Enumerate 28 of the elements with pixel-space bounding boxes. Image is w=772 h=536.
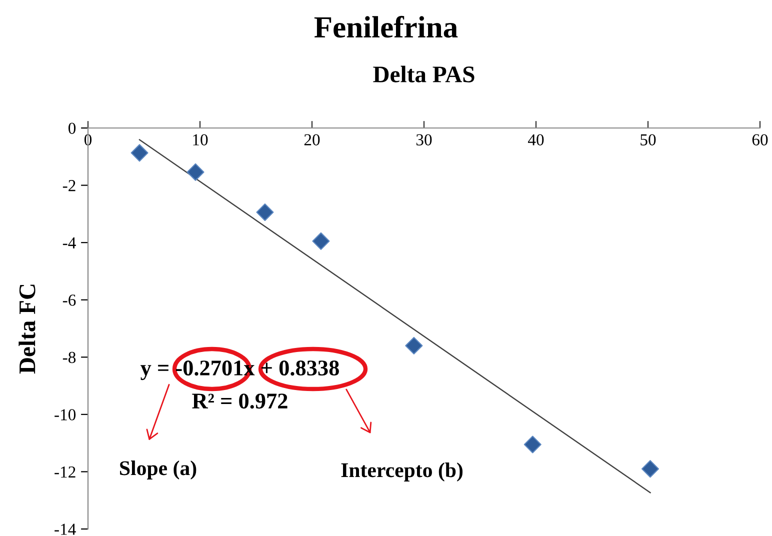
point (130, 144, 148, 162)
y-tick-label: -12 (54, 466, 76, 478)
annotation: Slope (a) (120, 460, 196, 480)
y-tick-label: -8 (62, 352, 76, 364)
x-axis-title: Delta PAS (373, 66, 474, 82)
y-tick-label: -4 (62, 237, 76, 248)
x-tick-label: 10 (193, 134, 208, 146)
y-tick-label: 0 (68, 122, 76, 134)
point (186, 163, 204, 181)
x-tick-label: 0 (84, 134, 92, 146)
y-tick-label: -6 (62, 294, 76, 306)
y-axis-title: Delta FC (18, 284, 36, 374)
x-tick-label: 50 (640, 134, 656, 146)
point (524, 436, 542, 454)
y-tick-label: -2 (62, 180, 76, 192)
x-tick-label: 40 (528, 134, 544, 146)
annotation: Intercepto (b) (341, 462, 463, 482)
x-tick-label: 30 (416, 134, 432, 146)
annotation: R² = 0.972 (192, 394, 288, 409)
x-tick-label: 20 (304, 134, 320, 146)
y-tick-label: -14 (54, 524, 76, 535)
point (641, 460, 660, 478)
point (312, 232, 330, 250)
point (256, 203, 274, 221)
point (405, 336, 423, 354)
x-tick-label: 60 (752, 134, 768, 146)
chart-title: Fenilefrina (314, 16, 458, 38)
y-tick-label: -10 (54, 409, 76, 420)
